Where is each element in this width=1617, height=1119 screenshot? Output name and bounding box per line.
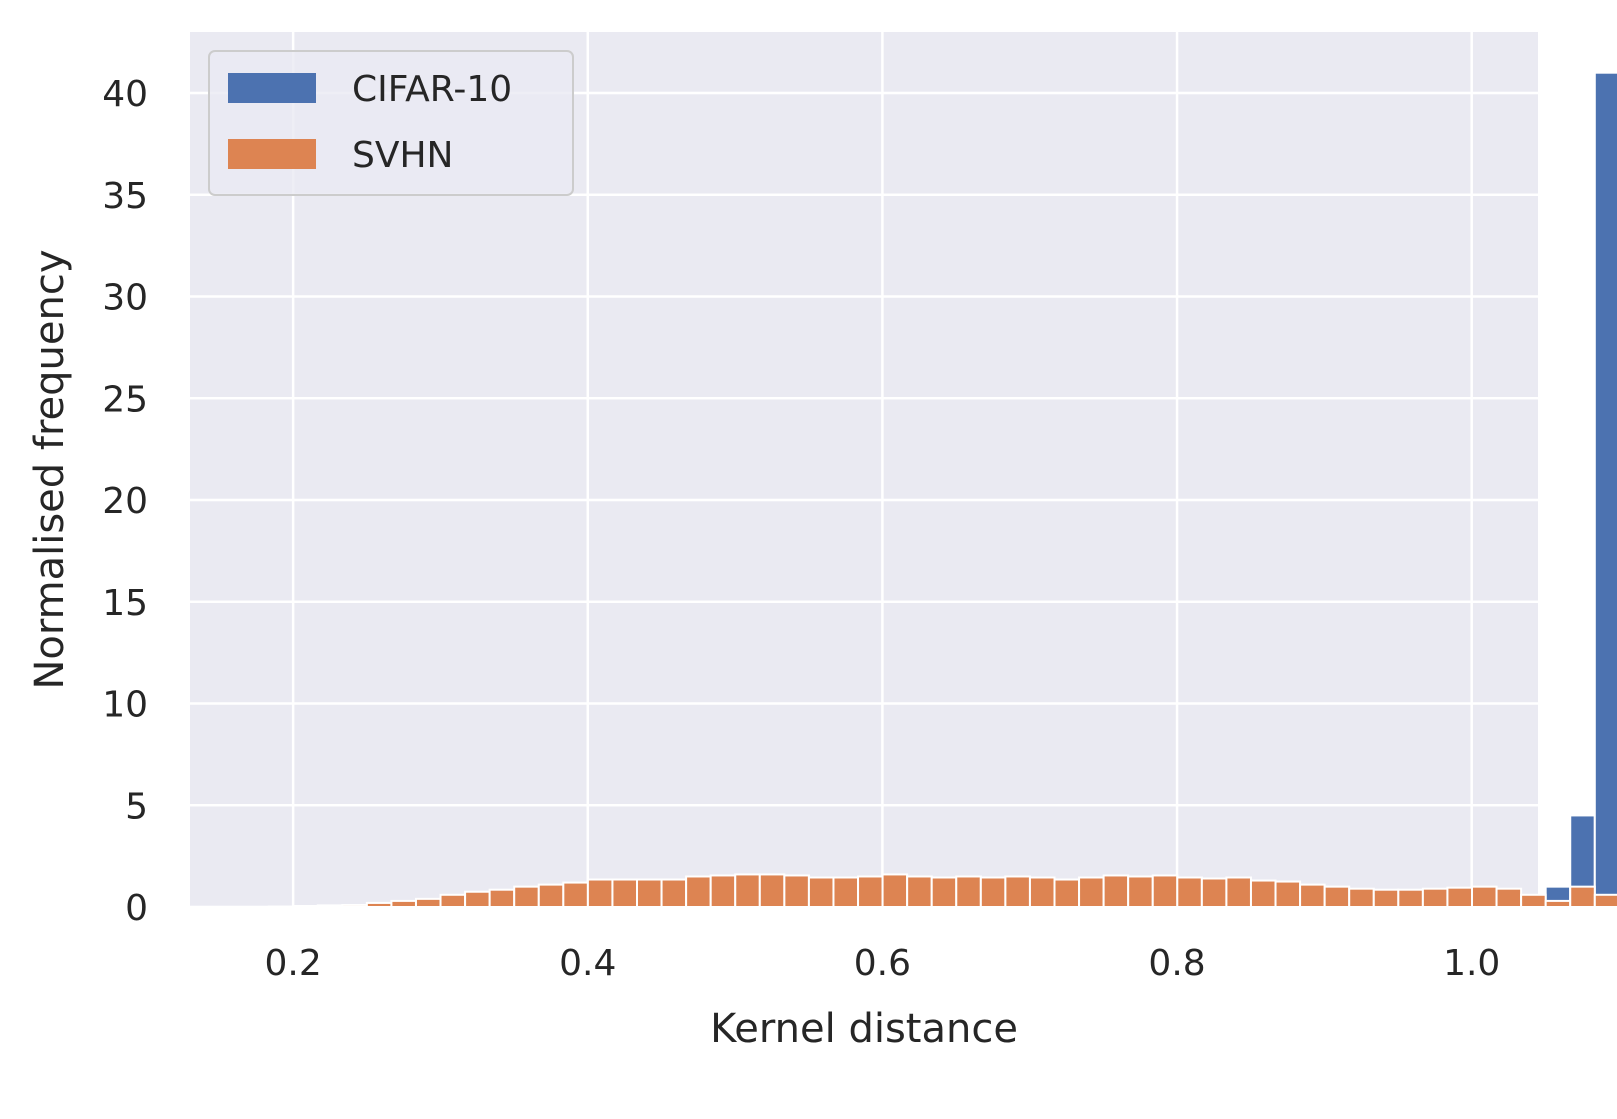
bar: [1030, 877, 1055, 907]
bar: [1104, 875, 1129, 907]
bar: [883, 874, 908, 907]
bar: [514, 887, 539, 907]
bar: [588, 880, 613, 907]
bar: [1300, 885, 1325, 907]
bar: [932, 877, 957, 907]
bar: [293, 906, 318, 907]
y-tick-label: 30: [102, 278, 148, 319]
x-tick-label: 0.4: [559, 943, 616, 984]
x-tick-label: 0.8: [1148, 943, 1205, 984]
bar: [1079, 877, 1104, 907]
y-tick-label: 15: [102, 583, 148, 624]
bar: [1251, 881, 1276, 907]
legend-swatch-svhn: [228, 139, 316, 169]
bar: [1005, 876, 1030, 907]
bar: [416, 899, 441, 907]
bar: [539, 885, 564, 907]
bar: [858, 876, 883, 907]
bar: [465, 892, 490, 907]
bar: [1398, 890, 1423, 907]
y-tick-label: 20: [102, 481, 148, 522]
bar: [760, 874, 785, 907]
bar: [1423, 889, 1448, 907]
bar: [490, 890, 515, 907]
bar: [735, 874, 760, 907]
y-axis-label: Normalised frequency: [27, 249, 73, 689]
bar: [1349, 889, 1374, 907]
y-tick-label: 40: [102, 74, 148, 115]
y-tick-label: 5: [125, 786, 148, 827]
bar: [662, 880, 687, 907]
y-tick-label: 0: [125, 888, 148, 929]
x-tick-labels: 0.2 0.4 0.6 0.8 1.0: [264, 943, 1500, 984]
bar: [1546, 901, 1571, 907]
legend: CIFAR-10 SVHN: [209, 51, 573, 195]
bar: [637, 880, 662, 907]
bar: [1521, 895, 1546, 907]
bar: [1325, 887, 1350, 907]
bar: [1374, 890, 1399, 907]
y-tick-label: 25: [102, 379, 148, 420]
bar: [1472, 887, 1497, 907]
bar: [1226, 877, 1251, 907]
bar: [1595, 895, 1617, 907]
bar: [711, 875, 736, 907]
x-tick-label: 0.6: [854, 943, 911, 984]
bar: [956, 876, 981, 907]
legend-label-svhn: SVHN: [352, 135, 453, 176]
bar: [686, 876, 711, 907]
bar: [1055, 880, 1080, 907]
bar: [1595, 73, 1617, 907]
bar: [1276, 882, 1301, 907]
y-tick-label: 35: [102, 176, 148, 217]
bar: [1570, 887, 1595, 907]
bar: [784, 875, 809, 907]
bar: [981, 877, 1006, 907]
x-tick-label: 0.2: [264, 943, 321, 984]
bar: [1128, 876, 1153, 907]
legend-label-cifar10: CIFAR-10: [352, 69, 512, 110]
bar: [1497, 889, 1522, 907]
bar: [612, 880, 637, 907]
bar: [833, 877, 858, 907]
bar: [342, 905, 367, 907]
y-tick-label: 10: [102, 685, 148, 726]
y-tick-labels: 0 5 10 15 20 25 30 35 40: [102, 74, 148, 929]
bar: [563, 883, 588, 907]
x-axis-label: Kernel distance: [710, 1006, 1018, 1052]
legend-swatch-cifar10: [228, 73, 316, 103]
bar: [441, 895, 466, 907]
bar: [367, 903, 392, 907]
x-tick-label: 1.0: [1443, 943, 1500, 984]
bar: [1177, 877, 1202, 907]
bar: [1202, 879, 1227, 907]
bar: [809, 877, 834, 907]
bar: [907, 876, 932, 907]
bar: [1447, 888, 1472, 907]
bar: [318, 905, 343, 907]
bar: [391, 901, 416, 907]
bar: [1153, 875, 1178, 907]
